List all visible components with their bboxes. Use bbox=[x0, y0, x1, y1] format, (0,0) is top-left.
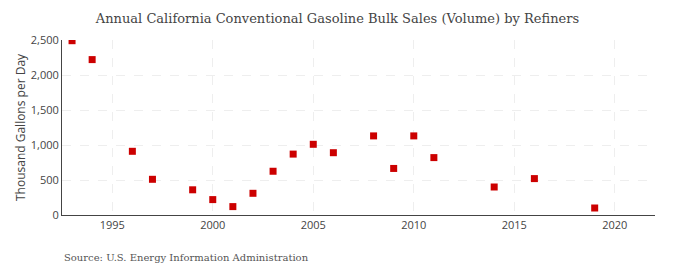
svg-text:2020: 2020 bbox=[602, 217, 627, 232]
svg-text:2000: 2000 bbox=[200, 217, 225, 232]
svg-text:1,000: 1,000 bbox=[31, 137, 59, 152]
svg-text:2005: 2005 bbox=[301, 217, 326, 232]
svg-text:Source: U.S. Energy Informatio: Source: U.S. Energy Information Administ… bbox=[64, 252, 309, 263]
svg-text:2010: 2010 bbox=[401, 217, 426, 232]
svg-text:2015: 2015 bbox=[502, 217, 527, 232]
svg-text:2,500: 2,500 bbox=[31, 32, 59, 47]
svg-text:1,500: 1,500 bbox=[31, 102, 59, 117]
svg-text:Annual California Conventional: Annual California Conventional Gasoline … bbox=[95, 11, 579, 26]
svg-text:Thousand Gallons per Day: Thousand Gallons per Day bbox=[12, 53, 29, 201]
svg-text:0: 0 bbox=[53, 207, 59, 222]
svg-text:500: 500 bbox=[40, 172, 59, 187]
svg-text:1995: 1995 bbox=[100, 217, 125, 232]
svg-text:2,000: 2,000 bbox=[31, 67, 59, 82]
